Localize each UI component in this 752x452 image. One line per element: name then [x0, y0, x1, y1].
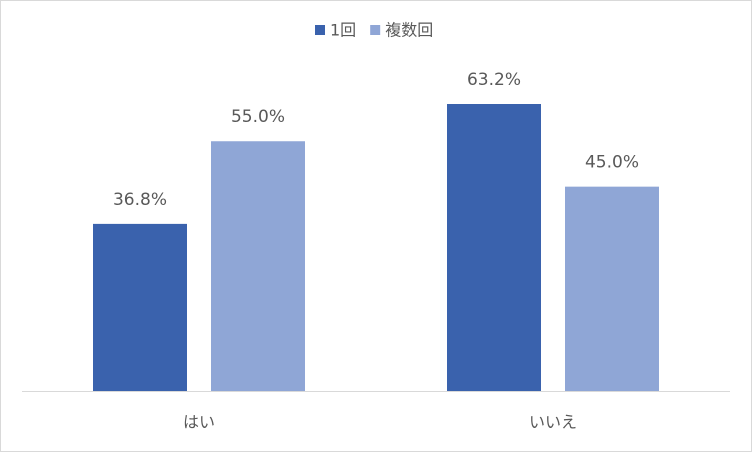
bar — [565, 186, 659, 391]
legend-label: 複数回 — [385, 21, 433, 40]
bar — [211, 141, 305, 391]
bar — [447, 104, 541, 391]
value-label: 55.0% — [231, 107, 285, 127]
legend-label: 1回 — [330, 21, 356, 40]
legend-swatch — [315, 25, 325, 35]
bar — [93, 223, 187, 391]
value-label: 63.2% — [467, 70, 521, 90]
value-label: 36.8% — [113, 190, 167, 210]
x-tick-label: はい — [183, 413, 215, 432]
value-label: 45.0% — [585, 153, 639, 173]
legend-swatch — [370, 25, 381, 35]
x-tick-label: いいえ — [529, 413, 577, 432]
